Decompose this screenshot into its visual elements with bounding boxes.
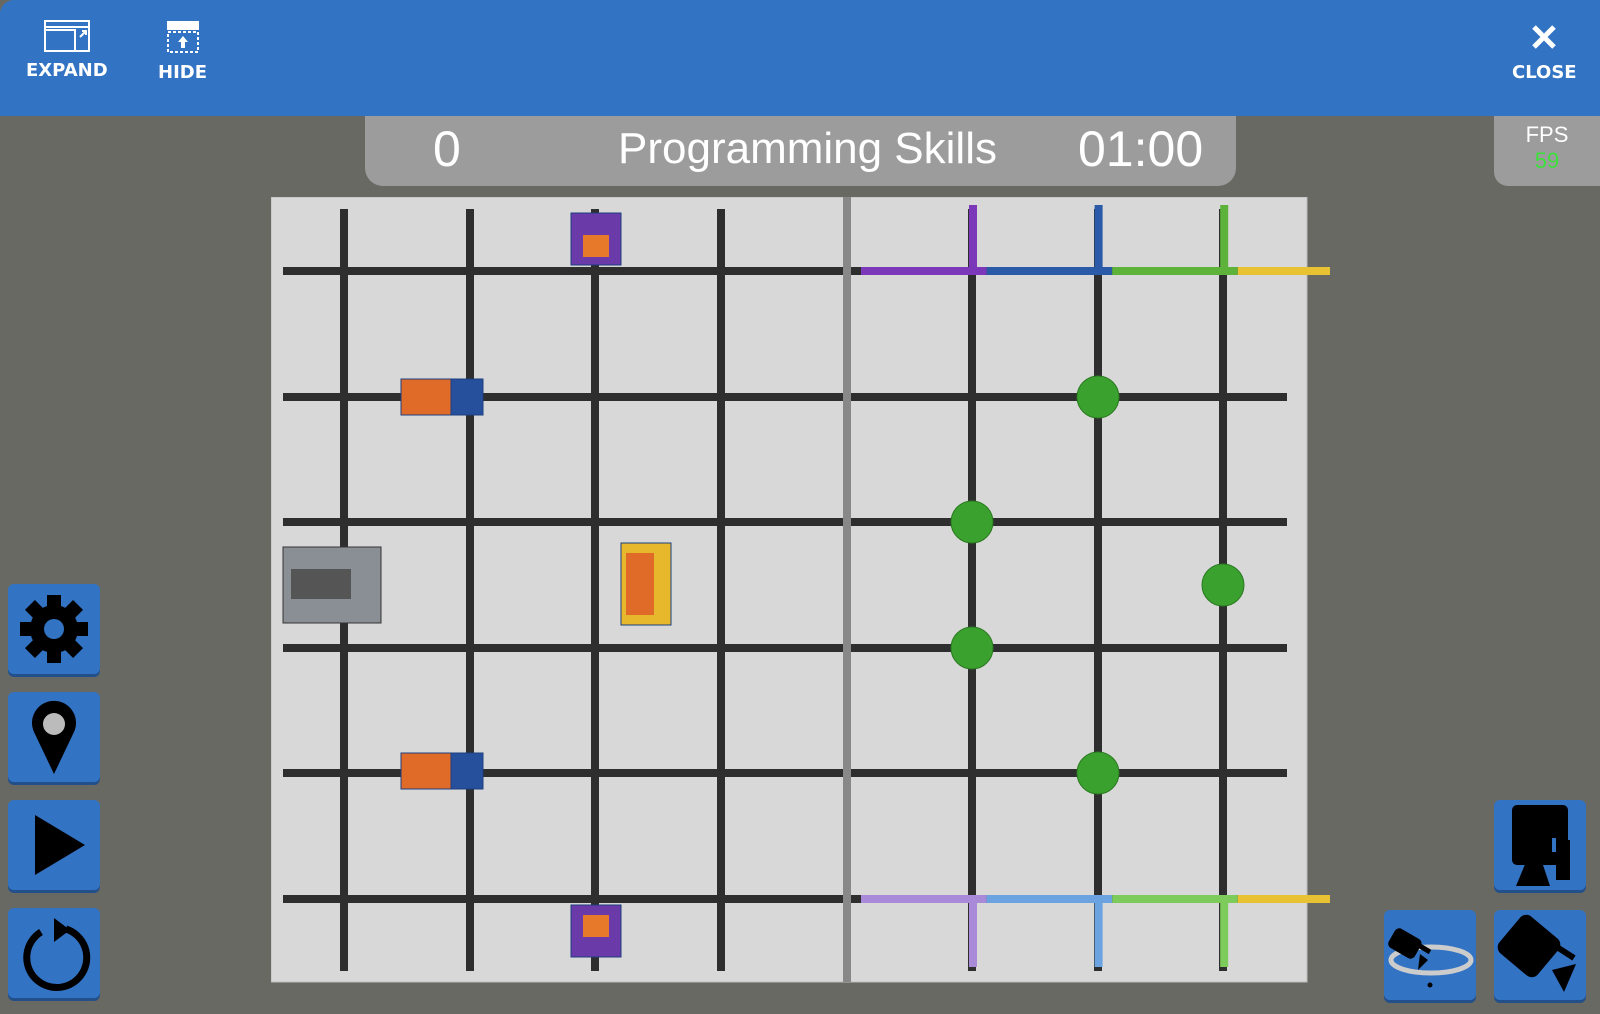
goal-zone-line xyxy=(986,895,1113,903)
follow-camera-button[interactable] xyxy=(1494,910,1586,1000)
orbit-camera-button[interactable] xyxy=(1384,910,1476,1000)
expand-icon xyxy=(43,20,90,52)
reset-button[interactable] xyxy=(8,908,100,998)
play-icon xyxy=(35,815,85,875)
timer: 01:00 xyxy=(1078,121,1204,177)
green-ball xyxy=(1076,751,1120,795)
scoreboard: 0 Programming Skills 01:00 xyxy=(365,116,1236,186)
tile-line xyxy=(283,518,1287,526)
settings-button[interactable] xyxy=(8,584,100,674)
green-ball xyxy=(1201,563,1245,607)
field-tiles xyxy=(271,197,1308,983)
settings-icon xyxy=(20,595,88,663)
score-value: 0 xyxy=(433,121,461,177)
play-button[interactable] xyxy=(8,800,100,890)
goal-zone-line xyxy=(1237,267,1330,275)
goal-zone-line xyxy=(969,205,977,271)
blue-goal xyxy=(450,752,484,790)
hide-button[interactable]: HIDE xyxy=(158,20,207,83)
fps-value: 59 xyxy=(1534,148,1560,173)
goal-zone-line xyxy=(1237,895,1330,903)
expand-button[interactable]: EXPAND xyxy=(26,20,108,81)
expand-label: EXPAND xyxy=(26,60,108,81)
tile-line xyxy=(283,393,1287,401)
goal-zone-line xyxy=(1112,267,1238,275)
green-ball xyxy=(1076,375,1120,419)
green-ball xyxy=(950,500,994,544)
hide-icon xyxy=(166,21,199,53)
tile-line xyxy=(591,209,599,971)
fps-counter: FPS 59 xyxy=(1494,116,1600,186)
goal-zone-line xyxy=(986,267,1113,275)
goal-zone-line xyxy=(1112,895,1238,903)
tile-line xyxy=(968,209,976,971)
goal-zone-line xyxy=(1220,205,1229,271)
tile-line xyxy=(466,209,474,971)
green-ball xyxy=(950,626,994,670)
location-button[interactable] xyxy=(8,692,100,782)
goal-zone-line xyxy=(1220,899,1229,967)
top-down-camera-button[interactable] xyxy=(1494,800,1586,890)
goal-rings xyxy=(626,553,654,615)
mode-title: Programming Skills xyxy=(618,124,997,173)
tile-line xyxy=(1094,209,1102,971)
reset-icon xyxy=(23,918,91,992)
close-button[interactable]: CLOSE xyxy=(1512,20,1577,83)
playing-field xyxy=(271,197,1330,983)
tile-line xyxy=(283,769,1287,777)
top-bar: EXPAND HIDE CLOSE xyxy=(0,0,1600,116)
goal-rings xyxy=(583,915,609,937)
goal-zone-line xyxy=(969,899,977,967)
goal-zone-line xyxy=(1094,205,1103,271)
tile-line xyxy=(717,209,725,971)
tile-line xyxy=(283,895,1287,903)
close-icon xyxy=(1532,25,1557,49)
close-label: CLOSE xyxy=(1512,62,1577,83)
tile-line xyxy=(283,267,1287,275)
robot-body xyxy=(291,569,351,599)
orbit-camera-icon xyxy=(1388,928,1474,988)
orange-goal xyxy=(400,378,452,416)
hide-label: HIDE xyxy=(158,62,207,83)
center-barrier xyxy=(843,197,851,982)
orange-goal xyxy=(400,752,452,790)
goal-zone-line xyxy=(1094,899,1103,967)
goal-rings xyxy=(583,235,609,257)
goal-zone-line xyxy=(861,267,987,275)
blue-goal xyxy=(450,378,484,416)
follow-camera-icon xyxy=(1497,914,1576,992)
top-down-camera-icon xyxy=(1512,805,1570,886)
location-pin-icon xyxy=(32,700,76,774)
fps-label: FPS xyxy=(1525,122,1569,147)
tile-line xyxy=(283,644,1287,652)
goal-zone-line xyxy=(861,895,987,903)
